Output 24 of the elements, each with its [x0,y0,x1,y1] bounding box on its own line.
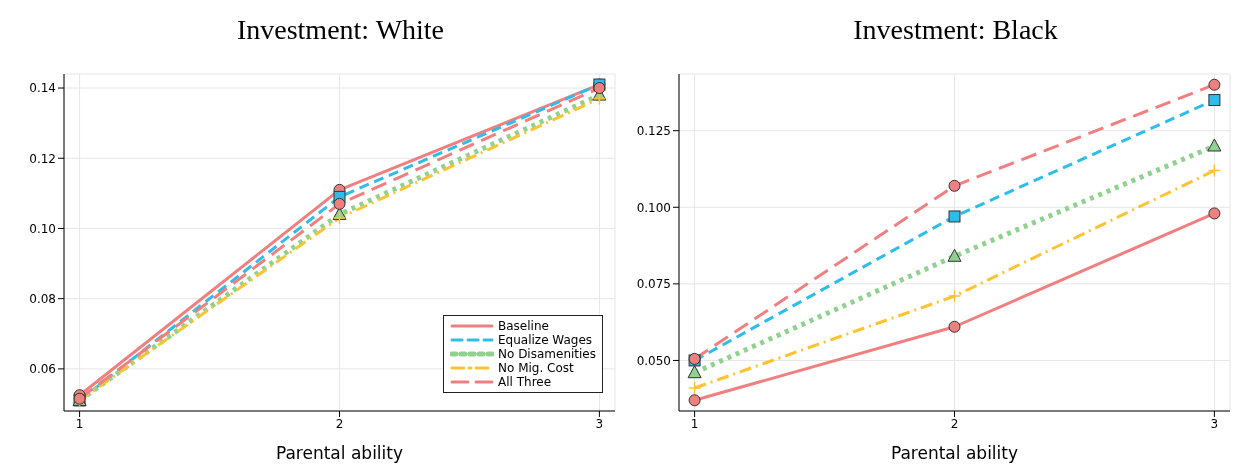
y-tick-label: 0.12 [29,151,56,166]
x-tick-label: 1 [75,416,84,431]
chart-title: Investment: White [235,13,446,47]
x-tick-label: 2 [950,416,959,431]
x-tick-label: 2 [335,416,344,431]
legend-label: Baseline [498,319,549,333]
y-tick-label: 0.075 [636,277,671,292]
y-tick-label: 0.10 [29,221,56,236]
y-tick-label: 0.050 [636,353,671,368]
legend-label: All Three [498,375,552,389]
y-tick-label: 0.08 [29,291,56,306]
legend-label: No Mig. Cost [498,361,574,375]
y-tick-label: 0.125 [636,123,671,138]
x-tick-label: 3 [595,416,604,431]
x-axis-title: Parental ability [275,443,404,463]
y-tick-label: 0.14 [29,81,56,96]
x-tick-label: 3 [1210,416,1219,431]
legend-label: No Disamenities [498,347,596,361]
y-tick-label: 0.100 [636,200,671,215]
y-tick-label: 0.06 [29,362,56,377]
x-axis-title: Parental ability [890,443,1019,463]
legend-label: Equalize Wages [498,333,593,347]
chart-title: Investment: Black [852,13,1059,47]
x-tick-label: 1 [690,416,699,431]
